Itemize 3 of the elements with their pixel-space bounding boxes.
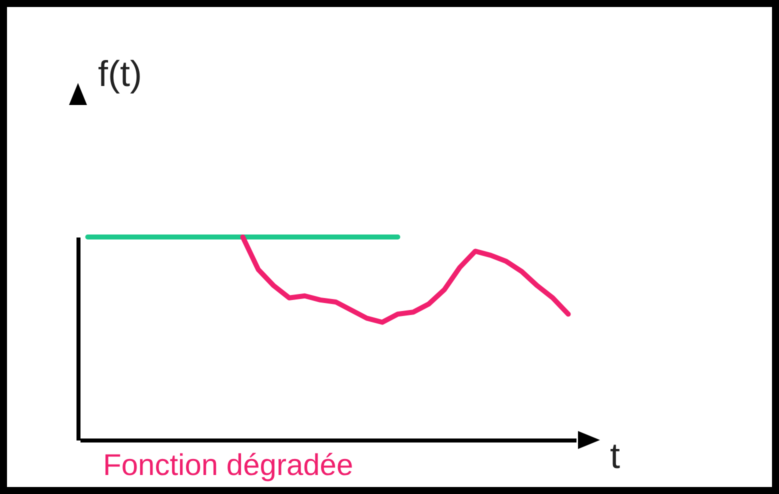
text: Fonction dégradée	[103, 449, 354, 482]
y-axis-title: f(t)	[98, 53, 142, 94]
x-axis-title: t	[610, 435, 620, 476]
